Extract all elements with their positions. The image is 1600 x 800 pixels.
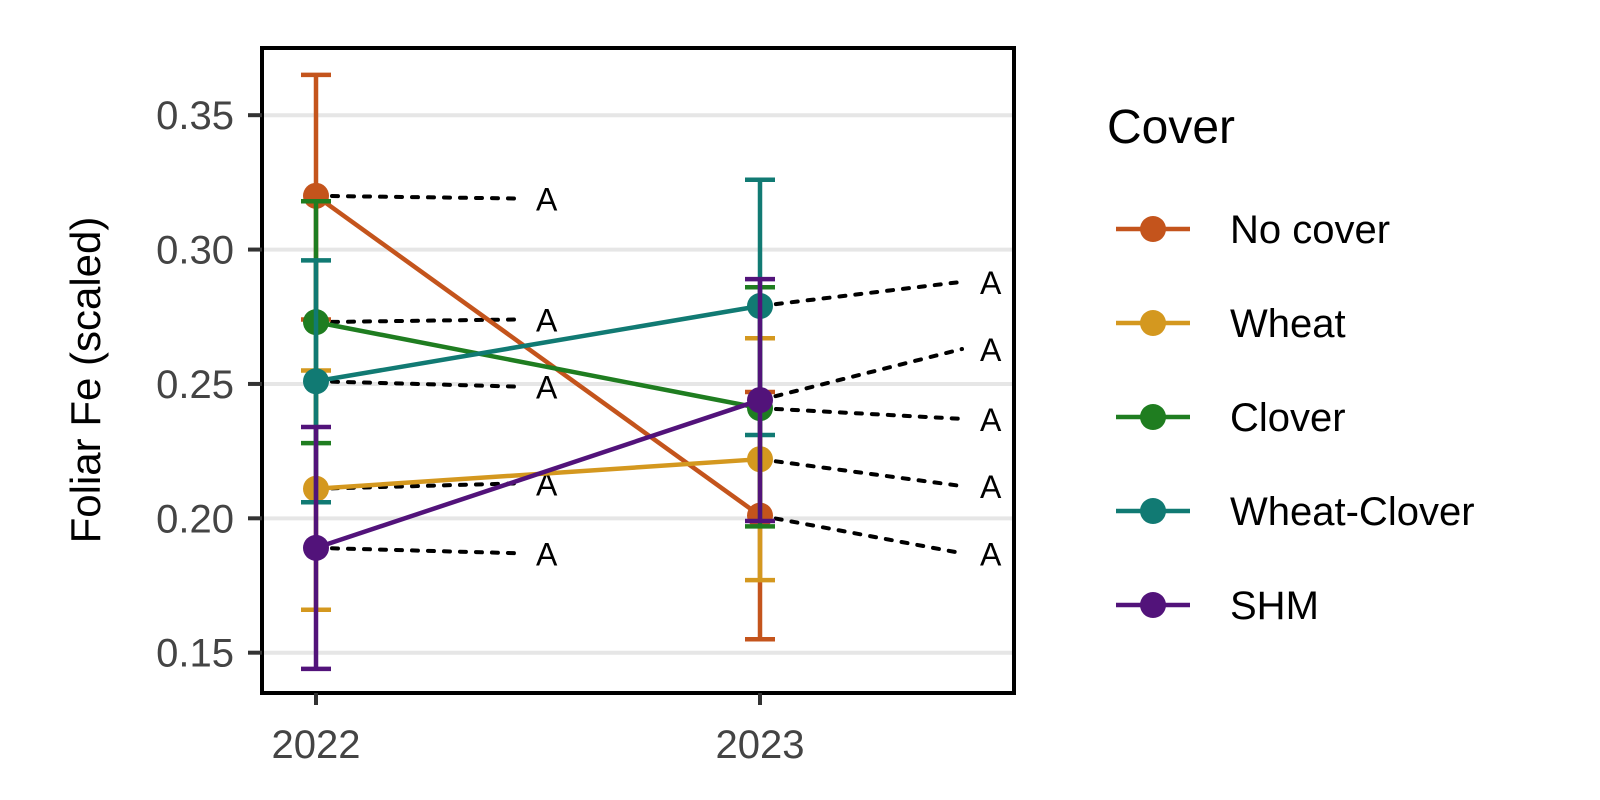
- legend-entry: Wheat-Clover: [1116, 490, 1475, 534]
- legend-key-point: [1140, 404, 1166, 430]
- group-letter: A: [536, 182, 558, 218]
- plot-panel-border: [260, 46, 1016, 695]
- legend-title: Cover: [1107, 101, 1235, 154]
- data-point: [303, 534, 329, 561]
- y-axis-title: Foliar Fe (scaled): [62, 217, 109, 544]
- group-letter: A: [536, 536, 558, 572]
- group-letter: A: [536, 302, 558, 338]
- group-letter: A: [536, 370, 558, 406]
- connector-3-0: [314, 379, 520, 389]
- legend-key-point: [1140, 216, 1166, 242]
- legend-entry: Clover: [1116, 396, 1346, 440]
- legend-entry: Wheat: [1116, 302, 1346, 346]
- legend-label: Wheat: [1230, 302, 1346, 346]
- legend-key-point: [1140, 310, 1166, 336]
- axes: 0.15 0.20 0.25 0.30 0.35 2022 2023: [156, 94, 804, 767]
- x-tick-label: 2023: [716, 723, 805, 767]
- y-tick-label: 0.15: [156, 632, 234, 676]
- series-line: [315, 397, 761, 551]
- legend-label: Wheat-Clover: [1230, 490, 1475, 534]
- legend-entry: SHM: [1116, 584, 1319, 628]
- connector-0-0: [314, 193, 520, 201]
- series-shm: [301, 276, 775, 672]
- y-tick-label: 0.30: [156, 229, 234, 273]
- y-tick-label: 0.20: [156, 497, 234, 541]
- connector-3-1: [758, 279, 964, 308]
- legend-label: No cover: [1230, 208, 1390, 252]
- connector-0-1: [758, 513, 964, 556]
- group-letter: A: [980, 265, 1002, 301]
- legend-label: Clover: [1230, 396, 1346, 440]
- group-letter: A: [980, 469, 1002, 505]
- x-tick-label: 2022: [272, 723, 361, 767]
- group-letter: A: [980, 332, 1002, 368]
- legend: Cover No cover Wheat Clover Wheat-Clover SHM: [1107, 101, 1475, 628]
- group-letter: A: [980, 402, 1002, 438]
- series-line: [315, 303, 761, 384]
- data-point: [747, 387, 773, 414]
- legend-key-point: [1140, 498, 1166, 524]
- data-point: [303, 368, 329, 395]
- connector-1-1: [758, 457, 964, 489]
- legend-key-point: [1140, 592, 1166, 618]
- connector-4-0: [314, 545, 520, 556]
- connector-2-1: [758, 406, 964, 421]
- series-line: [315, 319, 761, 411]
- series-wheat-clover: [301, 177, 775, 505]
- connector-4-1: [758, 347, 964, 403]
- connector-2-0: [314, 317, 520, 325]
- legend-label: SHM: [1230, 584, 1319, 628]
- y-tick-label: 0.25: [156, 363, 234, 407]
- group-letter: A: [980, 536, 1002, 572]
- y-tick-label: 0.35: [156, 94, 234, 138]
- legend-entry: No cover: [1116, 208, 1390, 252]
